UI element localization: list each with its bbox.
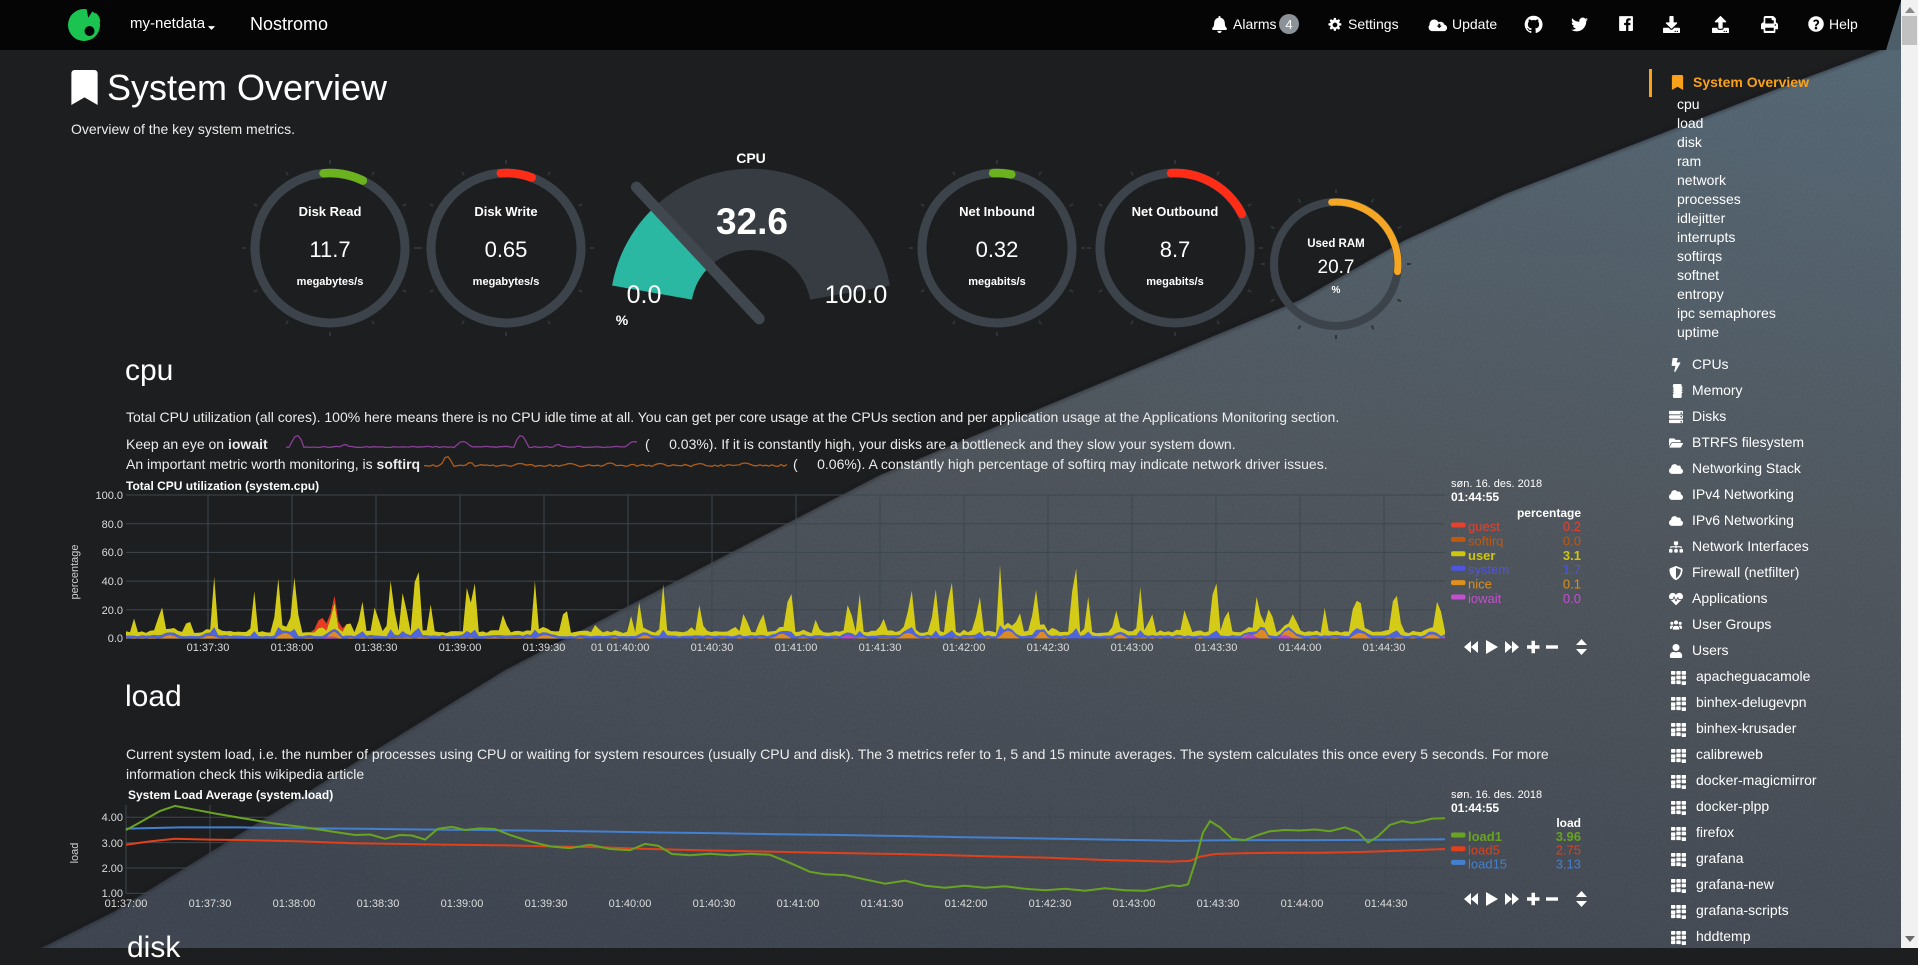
svg-text:3.13: 3.13: [1556, 856, 1581, 871]
svg-text:2.00: 2.00: [102, 863, 123, 875]
svg-text:01:41:00: 01:41:00: [775, 642, 818, 654]
svg-text:megabytes/s: megabytes/s: [473, 276, 540, 288]
svg-text:load15: load15: [1468, 856, 1507, 871]
svg-text:01:42:30: 01:42:30: [1029, 898, 1072, 910]
svg-text:percentage: percentage: [69, 544, 81, 599]
svg-text:01:39:00: 01:39:00: [441, 898, 484, 910]
svg-text:01:41:30: 01:41:30: [861, 898, 904, 910]
svg-text:2.75: 2.75: [1556, 843, 1581, 858]
svg-text:01:42:00: 01:42:00: [943, 642, 986, 654]
svg-text:8.7: 8.7: [1160, 237, 1191, 262]
svg-text:01:37:00: 01:37:00: [105, 898, 148, 910]
svg-text:0.2: 0.2: [1563, 519, 1581, 534]
svg-text:0.1: 0.1: [1563, 577, 1581, 592]
svg-text:load: load: [1556, 816, 1581, 830]
svg-text:%: %: [616, 312, 629, 328]
svg-text:01:38:00: 01:38:00: [271, 642, 314, 654]
svg-text:søn. 16. des. 2018: søn. 16. des. 2018: [1451, 478, 1542, 490]
svg-text:3.96: 3.96: [1556, 829, 1581, 844]
svg-text:0.32: 0.32: [976, 237, 1019, 262]
svg-text:01:44:55: 01:44:55: [1451, 490, 1499, 504]
svg-text:01:44:00: 01:44:00: [1281, 898, 1324, 910]
svg-text:100.0: 100.0: [825, 281, 888, 309]
svg-text:Used RAM: Used RAM: [1307, 238, 1365, 250]
svg-text:1.7: 1.7: [1563, 562, 1581, 577]
svg-text:0.0: 0.0: [1563, 533, 1581, 548]
svg-text:0.0: 0.0: [108, 633, 123, 645]
svg-text:guest: guest: [1468, 519, 1500, 534]
svg-text:load1: load1: [1468, 829, 1502, 844]
svg-text:Disk Read: Disk Read: [299, 204, 362, 219]
svg-text:01:41:30: 01:41:30: [859, 642, 902, 654]
svg-text:01:40:00: 01:40:00: [609, 898, 652, 910]
svg-text:megabytes/s: megabytes/s: [297, 276, 364, 288]
svg-text:01:43:30: 01:43:30: [1197, 898, 1240, 910]
svg-text:0.0: 0.0: [1563, 591, 1581, 606]
svg-text:01:40:30: 01:40:30: [693, 898, 736, 910]
svg-text:01:42:30: 01:42:30: [1027, 642, 1070, 654]
svg-text:40.0: 40.0: [102, 576, 123, 588]
svg-text:01:38:30: 01:38:30: [357, 898, 400, 910]
svg-text:01:40:30: 01:40:30: [691, 642, 734, 654]
svg-text:01:44:00: 01:44:00: [1279, 642, 1322, 654]
svg-text:01:43:00: 01:43:00: [1111, 642, 1154, 654]
svg-text:20.0: 20.0: [102, 605, 123, 617]
svg-text:01:38:30: 01:38:30: [355, 642, 398, 654]
svg-text:01:44:55: 01:44:55: [1451, 801, 1499, 815]
svg-text:load5: load5: [1468, 843, 1500, 858]
svg-text:Net Outbound: Net Outbound: [1132, 204, 1219, 219]
svg-text:0.65: 0.65: [485, 237, 528, 262]
svg-text:%: %: [1332, 285, 1341, 296]
svg-text:4.00: 4.00: [102, 812, 123, 824]
svg-text:Disk Write: Disk Write: [474, 204, 537, 219]
svg-text:01:44:30: 01:44:30: [1365, 898, 1408, 910]
svg-text:1.00: 1.00: [102, 888, 123, 900]
svg-text:01:42:00: 01:42:00: [945, 898, 988, 910]
svg-text:01:37:30: 01:37:30: [189, 898, 232, 910]
svg-text:søn. 16. des. 2018: søn. 16. des. 2018: [1451, 789, 1542, 801]
svg-text:3.00: 3.00: [102, 838, 123, 850]
svg-text:20.7: 20.7: [1318, 257, 1355, 278]
svg-text:CPU: CPU: [736, 150, 766, 166]
svg-text:01:39:30: 01:39:30: [525, 898, 568, 910]
svg-text:01:40:00: 01:40:00: [607, 642, 650, 654]
svg-text:01:38:00: 01:38:00: [273, 898, 316, 910]
svg-text:01:43:00: 01:43:00: [1113, 898, 1156, 910]
svg-text:01:39:30: 01:39:30: [523, 642, 566, 654]
svg-text:3.1: 3.1: [1563, 548, 1581, 563]
svg-text:11.7: 11.7: [309, 237, 350, 262]
svg-text:01:41:00: 01:41:00: [777, 898, 820, 910]
svg-text:user: user: [1468, 548, 1495, 563]
svg-text:System Load Average (system.lo: System Load Average (system.load): [128, 788, 333, 802]
svg-text:percentage: percentage: [1517, 506, 1581, 520]
svg-text:01:37:30: 01:37:30: [187, 642, 230, 654]
svg-text:01:44:30: 01:44:30: [1363, 642, 1406, 654]
svg-text:iowait: iowait: [1468, 591, 1502, 606]
svg-text:60.0: 60.0: [102, 547, 123, 559]
svg-text:100.0: 100.0: [95, 490, 123, 502]
svg-text:load: load: [69, 843, 81, 864]
svg-text:32.6: 32.6: [716, 201, 788, 242]
svg-text:01:39:00: 01:39:00: [439, 642, 482, 654]
svg-text:Total CPU utilization (system.: Total CPU utilization (system.cpu): [126, 479, 319, 493]
svg-text:0.0: 0.0: [627, 281, 662, 309]
svg-text:Net Inbound: Net Inbound: [959, 204, 1035, 219]
svg-text:megabits/s: megabits/s: [968, 276, 1025, 288]
svg-text:80.0: 80.0: [102, 519, 123, 531]
svg-text:softirq: softirq: [1468, 533, 1503, 548]
svg-text:nice: nice: [1468, 577, 1492, 592]
svg-text:megabits/s: megabits/s: [1146, 276, 1203, 288]
svg-text:system: system: [1468, 562, 1509, 577]
svg-text:01: 01: [591, 642, 603, 654]
svg-text:01:43:30: 01:43:30: [1195, 642, 1238, 654]
